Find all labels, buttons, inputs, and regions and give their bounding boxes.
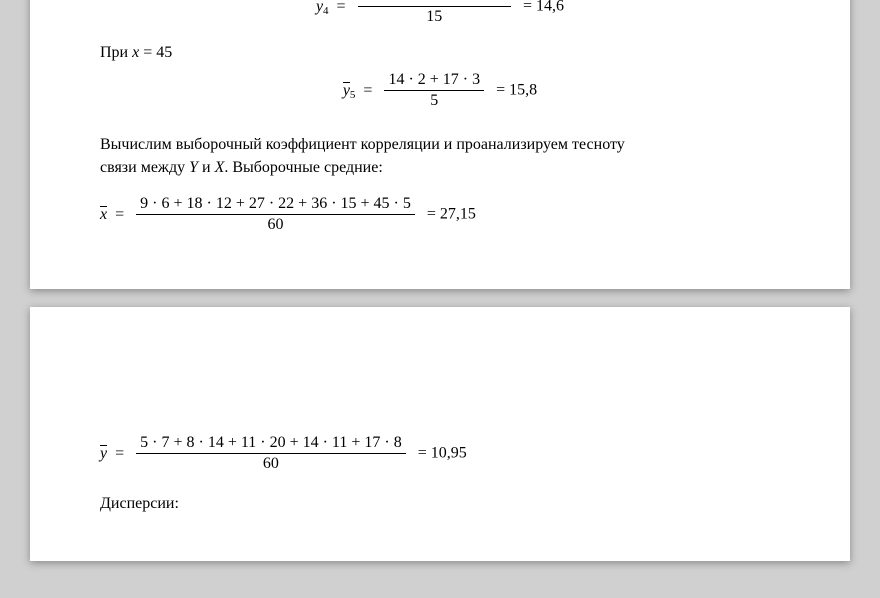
fraction-y4-den: 15	[358, 7, 511, 27]
condition-x45: При x = 45	[100, 41, 780, 64]
corr-line2c: . Выборочные средние:	[224, 159, 382, 176]
corr-var-X: X	[215, 159, 225, 176]
fraction-ybar: 5 · 7 + 8 · 14 + 11 · 20 + 14 · 11 + 17 …	[136, 433, 406, 474]
corr-line1: Вычислим выборочный коэффициент корреляц…	[100, 136, 625, 153]
result-y5: 15,8	[509, 82, 537, 99]
ybar5-symbol: y	[343, 81, 350, 100]
fraction-y4: 11 · 2 + 14 · 8 + 17 · 5 15	[358, 0, 511, 27]
page-2: y = 5 · 7 + 8 · 14 + 11 · 20 + 14 · 11 +…	[30, 307, 850, 561]
fraction-y4-num: 11 · 2 + 14 · 8 + 17 · 5	[358, 0, 511, 7]
fraction-xbar: 9 · 6 + 18 · 12 + 27 · 22 + 36 · 15 + 45…	[136, 194, 415, 235]
corr-var-Y: Y	[189, 159, 198, 176]
dispersion-label: Дисперсии:	[100, 492, 780, 515]
condition-eq: = 45	[139, 44, 172, 61]
correlation-paragraph: Вычислим выборочный коэффициент корреляц…	[100, 133, 780, 179]
fraction-y5-num: 14 · 2 + 17 · 3	[384, 70, 484, 91]
fraction-xbar-den: 60	[136, 215, 415, 235]
ybar5-subscript: 5	[350, 89, 356, 101]
ybar4-symbol: y	[316, 0, 323, 16]
ybar4-subscript: 4	[323, 5, 329, 17]
fraction-y5-den: 5	[384, 91, 484, 111]
document-viewport: y4 = 11 · 2 + 14 · 8 + 17 · 5 15 = 14,6 …	[0, 0, 880, 598]
page-1: y4 = 11 · 2 + 14 · 8 + 17 · 5 15 = 14,6 …	[30, 0, 850, 289]
equation-y4: y4 = 11 · 2 + 14 · 8 + 17 · 5 15 = 14,6	[100, 0, 780, 27]
fraction-xbar-num: 9 · 6 + 18 · 12 + 27 · 22 + 36 · 15 + 45…	[136, 194, 415, 215]
ybar-symbol: y	[100, 444, 107, 463]
corr-line2b: и	[198, 159, 215, 176]
result-y4: 14,6	[536, 0, 564, 15]
result-xbar: 27,15	[440, 205, 476, 222]
fraction-y5: 14 · 2 + 17 · 3 5	[384, 70, 484, 111]
result-ybar: 10,95	[431, 444, 467, 461]
condition-prefix: При	[100, 44, 132, 61]
corr-line2a: связи между	[100, 159, 189, 176]
fraction-ybar-den: 60	[136, 454, 406, 474]
equation-xbar: x = 9 · 6 + 18 · 12 + 27 · 22 + 36 · 15 …	[100, 194, 780, 235]
xbar-symbol: x	[100, 205, 107, 224]
equation-y5: y5 = 14 · 2 + 17 · 3 5 = 15,8	[100, 70, 780, 111]
fraction-ybar-num: 5 · 7 + 8 · 14 + 11 · 20 + 14 · 11 + 17 …	[136, 433, 406, 454]
equation-ybar: y = 5 · 7 + 8 · 14 + 11 · 20 + 14 · 11 +…	[100, 433, 780, 474]
